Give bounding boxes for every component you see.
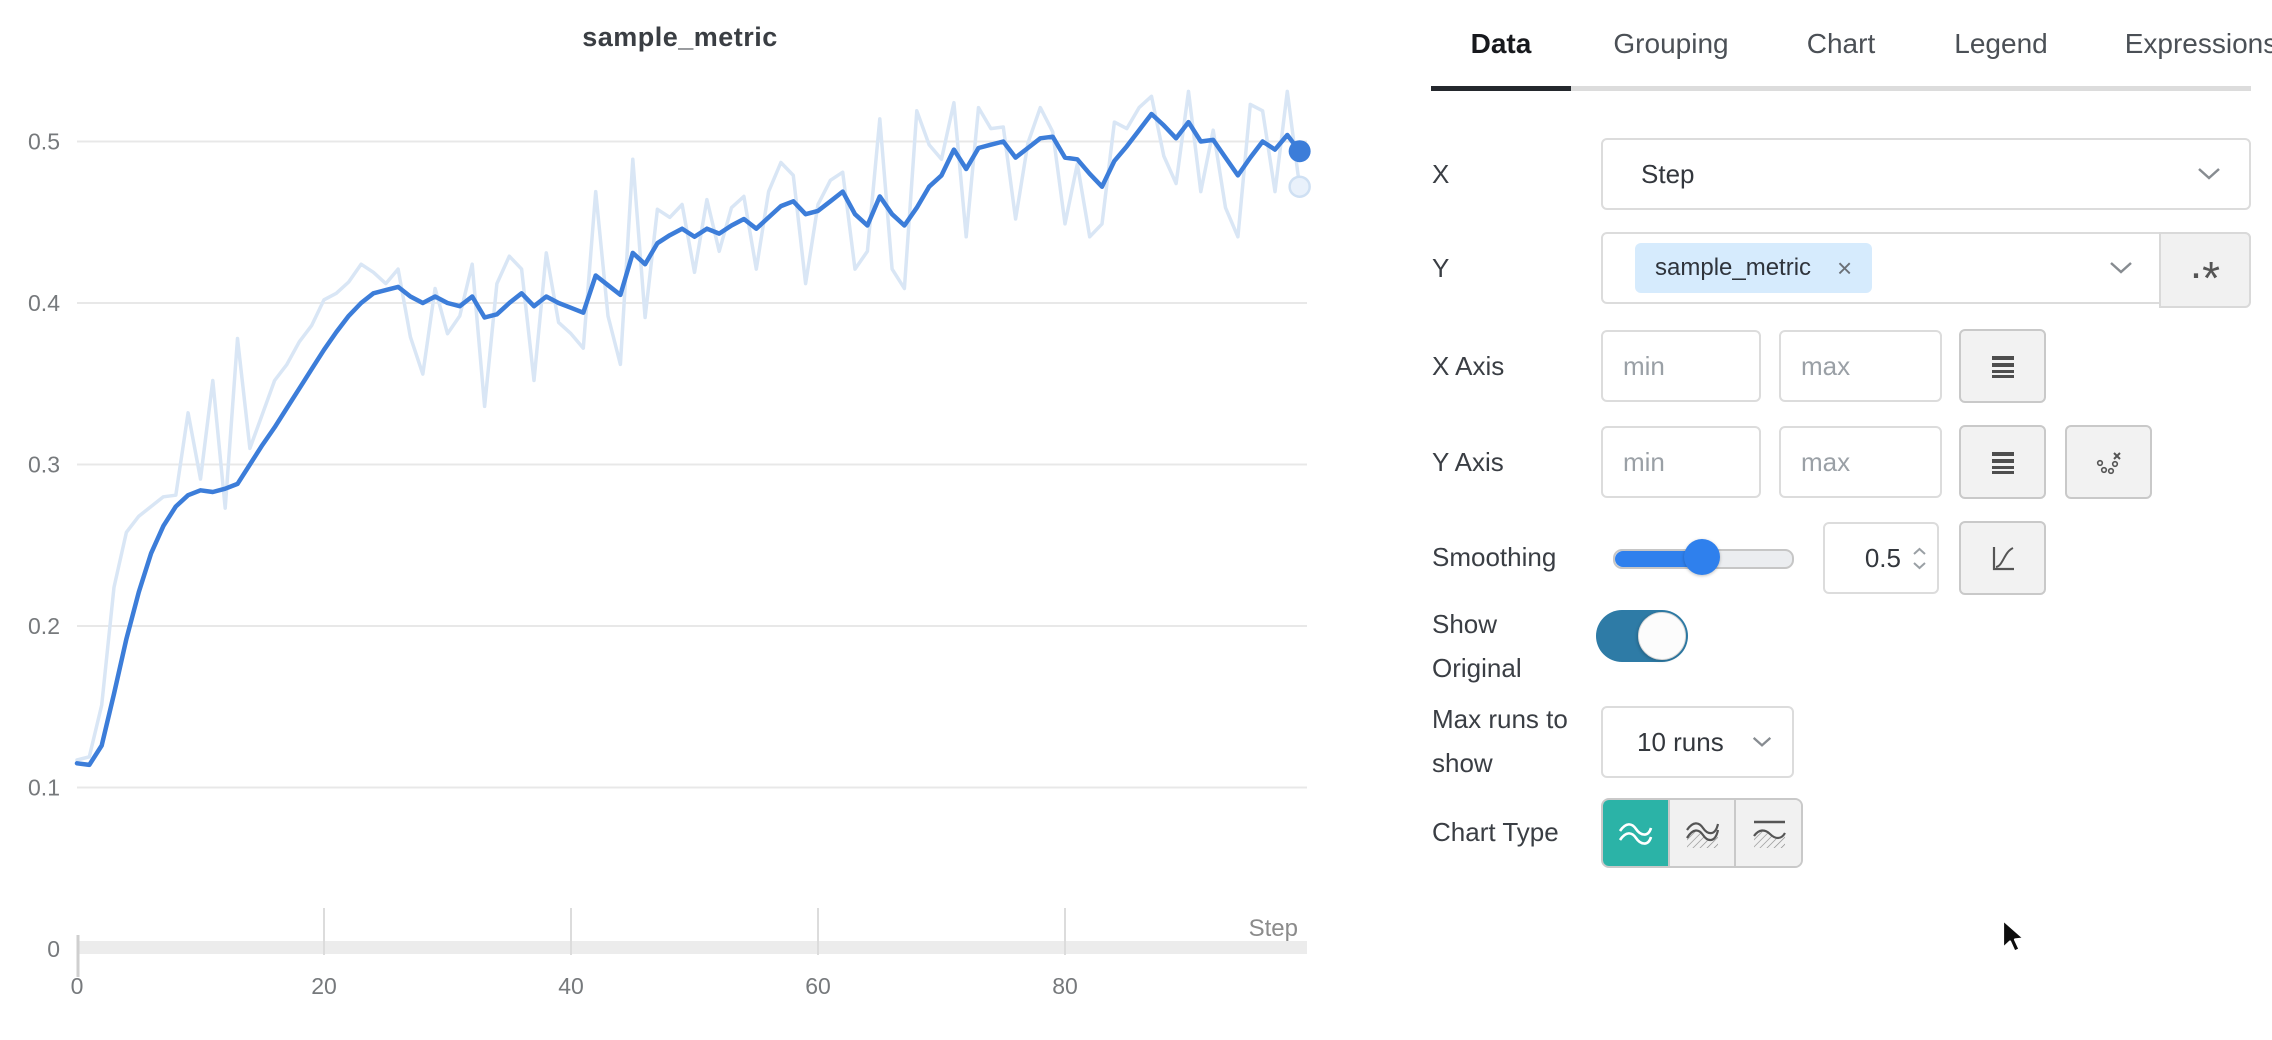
log-scale-icon — [1991, 452, 2014, 474]
svg-text:0.1: 0.1 — [28, 775, 60, 801]
max-runs-select[interactable]: 10 runs — [1601, 706, 1794, 778]
show-original-label: Show Original — [1432, 609, 1522, 683]
smoothing-value-input[interactable]: 0.5 — [1823, 522, 1939, 594]
tabbar-divider — [1571, 86, 2251, 91]
y-axis-log-scale-button[interactable] — [1959, 425, 2046, 499]
smoothing-slider-thumb[interactable] — [1684, 539, 1720, 575]
svg-text:0.3: 0.3 — [28, 452, 60, 478]
tab-legend[interactable]: Legend — [1954, 28, 2048, 59]
chart-type-line-button[interactable] — [1603, 800, 1670, 866]
smoothing-slider-fill — [1615, 551, 1704, 567]
x-row-label: X — [1432, 159, 1450, 189]
y-metric-select[interactable]: sample_metric × . * — [1601, 232, 2251, 308]
mouse-cursor — [2001, 918, 2026, 953]
y-row-label: Y — [1432, 253, 1450, 283]
tab-data[interactable]: Data — [1470, 28, 1532, 59]
metric-tag: sample_metric × — [1635, 243, 1873, 293]
exclude-outliers-icon — [2096, 452, 2121, 475]
svg-text:80: 80 — [1052, 973, 1078, 999]
chart-type-minmax-button[interactable] — [1736, 800, 1801, 866]
x-axis-max-input[interactable] — [1779, 330, 1942, 402]
log-scale-icon — [1991, 356, 2014, 378]
show-original-toggle[interactable] — [1596, 610, 1688, 662]
x-axis-row-label: X Axis — [1432, 351, 1505, 381]
svg-text:0: 0 — [47, 936, 60, 962]
tab-expressions[interactable]: Expressions — [2124, 28, 2272, 59]
number-spinner[interactable] — [1912, 524, 1927, 592]
min-max-area-icon — [1752, 820, 1786, 848]
metric-line-chart[interactable]: 0 0.1 0.2 0.3 0.4 0.5 0 20 40 60 80 Step — [0, 0, 1360, 1040]
y-axis-min-input[interactable] — [1601, 426, 1761, 498]
smoothing-value: 0.5 — [1864, 542, 1901, 573]
svg-text:0: 0 — [71, 973, 84, 999]
chart-type-label: Chart Type — [1432, 817, 1559, 847]
close-icon[interactable]: × — [1837, 252, 1853, 283]
active-tab-underline — [1431, 86, 1571, 91]
area-plot-icon — [1686, 822, 1720, 848]
toggle-knob — [1638, 612, 1686, 660]
x-axis-select[interactable]: Step — [1601, 138, 2251, 210]
max-runs-value: 10 runs — [1637, 726, 1724, 757]
running-average-icon — [1992, 547, 2014, 571]
tab-grouping[interactable]: Grouping — [1613, 28, 1729, 59]
tab-chart[interactable]: Chart — [1806, 28, 1876, 59]
svg-text:0.5: 0.5 — [28, 129, 60, 155]
svg-text:60: 60 — [805, 973, 831, 999]
smoothing-row-label: Smoothing — [1432, 542, 1557, 572]
x-axis-log-scale-button[interactable] — [1959, 329, 2046, 403]
spinner-down-icon — [1913, 561, 1926, 569]
spinner-up-icon — [1913, 547, 1926, 555]
x-axis-min-input[interactable] — [1601, 330, 1761, 402]
exclude-outliers-button[interactable] — [2065, 425, 2152, 499]
chevron-down-icon — [2110, 262, 2132, 274]
y-axis-max-input[interactable] — [1779, 426, 1942, 498]
x-axis-select-value: Step — [1641, 158, 1695, 189]
chart-type-area-button[interactable] — [1669, 800, 1737, 866]
chart-type-segmented-control — [1601, 798, 1803, 868]
running-average-button[interactable] — [1959, 521, 2046, 595]
chevron-down-icon — [1752, 736, 1772, 747]
chart-title: sample_metric — [582, 22, 778, 52]
svg-text:Step: Step — [1249, 915, 1298, 942]
svg-text:40: 40 — [558, 973, 584, 999]
regex-toggle-button[interactable]: . * — [2159, 232, 2251, 308]
svg-text:0.4: 0.4 — [28, 290, 60, 316]
svg-text:20: 20 — [311, 973, 337, 999]
svg-text:0.2: 0.2 — [28, 613, 60, 639]
y-axis-row-label: Y Axis — [1432, 447, 1504, 477]
metric-tag-label: sample_metric — [1655, 254, 1812, 281]
chevron-down-icon — [2198, 168, 2220, 180]
line-plot-icon — [1619, 823, 1653, 845]
max-runs-label: Max runs to show — [1432, 704, 1568, 778]
